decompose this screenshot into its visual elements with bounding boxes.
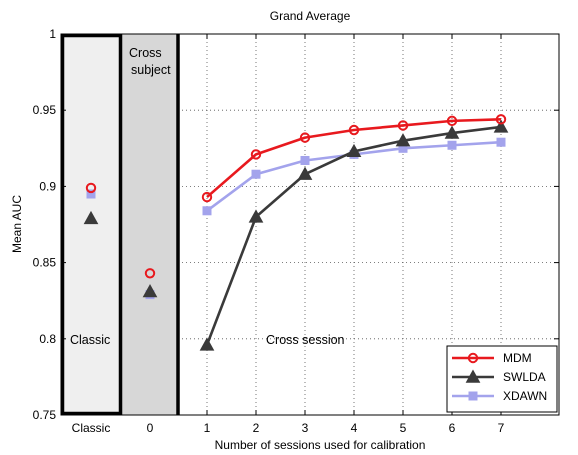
x-tick-label: 3 xyxy=(302,421,309,435)
legend: MDM SWLDA XDAWN xyxy=(446,345,558,413)
data-point-xdawn xyxy=(447,140,457,150)
classic-point-swlda xyxy=(83,210,99,225)
y-axis-title: Mean AUC xyxy=(10,195,24,253)
x-tick-label: 6 xyxy=(449,421,456,435)
data-point-xdawn xyxy=(202,206,212,216)
series-line-mdm xyxy=(206,118,502,199)
data-point-swlda xyxy=(297,166,313,180)
series-layer xyxy=(83,114,509,351)
x-tick-label: 4 xyxy=(351,421,358,435)
data-point-xdawn xyxy=(398,143,408,153)
cross-session-panel-label: Cross session xyxy=(266,333,345,347)
data-point-swlda xyxy=(444,125,460,139)
x-tick-label: Classic xyxy=(72,421,111,435)
data-point-swlda xyxy=(199,337,215,351)
cross-subject-point-swlda xyxy=(142,284,158,298)
data-point-mdm xyxy=(299,132,311,143)
legend-marker-xdawn xyxy=(468,391,478,401)
data-point-mdm xyxy=(495,114,507,125)
data-point-swlda xyxy=(395,133,411,147)
data-point-xdawn xyxy=(300,155,310,165)
legend-label-xdawn: XDAWN xyxy=(503,389,547,403)
x-tick-label: 5 xyxy=(400,421,407,435)
ticks: 0.75 0.8 0.85 0.9 0.95 1 Classic 0 1 2 3 4 5 6 7 xyxy=(33,27,559,435)
x-axis-title: Number of sessions used for calibration xyxy=(215,438,426,452)
cross-subject-panel-label: Cross subject xyxy=(129,46,171,77)
data-point-mdm xyxy=(397,120,409,131)
y-tick-label: 0.75 xyxy=(33,408,57,422)
series-mdm xyxy=(85,114,507,279)
classic-point-mdm xyxy=(85,182,97,194)
classic-point-xdawn xyxy=(86,189,96,199)
data-point-swlda xyxy=(493,119,509,133)
cross-subject-point-mdm xyxy=(144,268,156,279)
y-tick-label: 0.8 xyxy=(39,332,56,346)
classic-panel-label: Classic xyxy=(70,333,110,347)
data-point-mdm xyxy=(250,149,262,160)
data-point-mdm xyxy=(348,124,360,136)
y-tick-label: 0.85 xyxy=(33,256,57,270)
cross-subject-label-line: Cross xyxy=(129,46,162,60)
data-point-mdm xyxy=(201,191,213,203)
x-tick-label: 0 xyxy=(147,421,154,435)
legend-label-swlda: SWLDA xyxy=(503,370,546,384)
classic-panel-bg xyxy=(61,34,122,415)
y-tick-label: 0.9 xyxy=(39,179,56,193)
chart-title: Grand Average xyxy=(270,9,351,23)
legend-marker-swlda xyxy=(465,369,481,383)
legend-label-mdm: MDM xyxy=(503,351,532,365)
y-tick-label: 1 xyxy=(49,27,56,41)
y-tick-label: 0.95 xyxy=(33,103,57,117)
data-point-swlda xyxy=(248,209,264,223)
x-tick-label: 1 xyxy=(204,421,211,435)
data-point-swlda xyxy=(346,143,362,158)
data-point-xdawn xyxy=(251,169,261,179)
cross-subject-label-line: subject xyxy=(131,63,171,77)
x-tick-label: 2 xyxy=(253,421,260,435)
classic-panel-border xyxy=(60,33,123,416)
data-point-mdm xyxy=(446,115,458,127)
series-swlda xyxy=(83,119,509,351)
data-point-xdawn xyxy=(496,137,506,147)
cross-subject-panel-bg xyxy=(122,34,178,415)
x-tick-label: 7 xyxy=(498,421,505,435)
legend-marker-mdm xyxy=(467,352,479,364)
